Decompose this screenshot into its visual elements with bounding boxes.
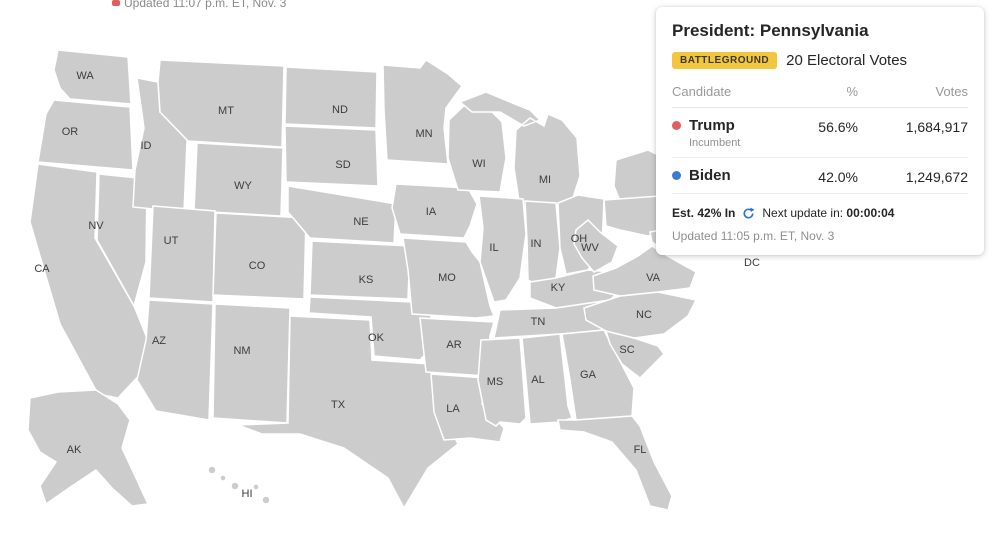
- state-wyoming[interactable]: [193, 142, 284, 217]
- candidate-votes: 1,249,672: [905, 169, 968, 185]
- state-washington[interactable]: [53, 49, 132, 105]
- state-arizona[interactable]: [136, 299, 214, 421]
- state-colorado[interactable]: [212, 212, 307, 300]
- results-table-header: Candidate % Votes: [672, 73, 968, 108]
- state-iowa[interactable]: [391, 183, 478, 239]
- state-montana[interactable]: [157, 59, 285, 148]
- state-new-mexico[interactable]: [212, 303, 291, 424]
- state-illinois[interactable]: [478, 195, 527, 303]
- state-georgia[interactable]: [561, 329, 635, 421]
- candidate-name: Biden: [689, 167, 731, 184]
- state-missouri[interactable]: [402, 237, 496, 319]
- candidate-row-trump: Trump Incumbent 56.6% 1,684,917: [672, 108, 968, 158]
- col-percent: %: [846, 84, 858, 99]
- state-south-dakota[interactable]: [284, 125, 379, 187]
- refresh-icon: [742, 207, 755, 220]
- states-layer: [27, 49, 762, 511]
- est-in-label: Est. 42% In: [672, 206, 736, 220]
- state-hawaii[interactable]: [207, 465, 271, 505]
- state-mississippi[interactable]: [477, 337, 527, 427]
- col-votes: Votes: [935, 84, 968, 99]
- map-updated-note: Updated 11:07 p.m. ET, Nov. 3: [124, 0, 287, 10]
- electoral-votes-label: 20 Electoral Votes: [786, 52, 908, 69]
- state-label-dc: DC: [744, 257, 760, 269]
- race-result-panel: President: Pennsylvania BATTLEGROUND 20 …: [656, 7, 984, 255]
- next-update-time: 00:00:04: [846, 206, 895, 220]
- state-virginia[interactable]: [592, 245, 697, 297]
- state-alaska[interactable]: [27, 389, 150, 507]
- state-north-dakota[interactable]: [284, 66, 378, 129]
- state-kansas[interactable]: [309, 240, 411, 300]
- legend-trump-swatch: [112, 0, 120, 6]
- candidate-note: Incumbent: [689, 137, 741, 149]
- next-update-label: Next update in:: [762, 206, 844, 220]
- state-nebraska[interactable]: [287, 185, 397, 244]
- panel-updated-note: Updated 11:05 p.m. ET, Nov. 3: [672, 229, 835, 243]
- trump-party-dot: [672, 121, 681, 130]
- state-label-hi: HI: [242, 488, 253, 500]
- state-florida[interactable]: [557, 415, 673, 511]
- panel-title: President: Pennsylvania: [672, 21, 869, 40]
- badge-row: BATTLEGROUND 20 Electoral Votes: [672, 52, 968, 69]
- biden-party-dot: [672, 171, 681, 180]
- state-minnesota[interactable]: [382, 58, 464, 165]
- state-west-virginia[interactable]: [573, 218, 619, 273]
- state-pennsylvania[interactable]: [603, 195, 665, 237]
- candidate-row-biden: Biden 42.0% 1,249,672: [672, 158, 968, 194]
- state-indiana[interactable]: [524, 200, 561, 287]
- state-michigan[interactable]: [458, 91, 581, 208]
- state-wisconsin[interactable]: [447, 99, 507, 193]
- candidate-percent: 42.0%: [818, 169, 858, 185]
- state-utah[interactable]: [148, 205, 216, 303]
- estimate-row: Est. 42% In Next update in: 00:00:04: [672, 206, 968, 220]
- col-candidate: Candidate: [672, 84, 732, 99]
- state-texas[interactable]: [237, 315, 459, 510]
- state-south-carolina[interactable]: [604, 329, 665, 379]
- candidate-votes: 1,684,917: [905, 119, 968, 135]
- battleground-badge: BATTLEGROUND: [672, 52, 778, 69]
- candidate-percent: 56.6%: [818, 119, 858, 135]
- state-oregon[interactable]: [37, 99, 134, 171]
- candidate-name: Trump: [689, 117, 735, 134]
